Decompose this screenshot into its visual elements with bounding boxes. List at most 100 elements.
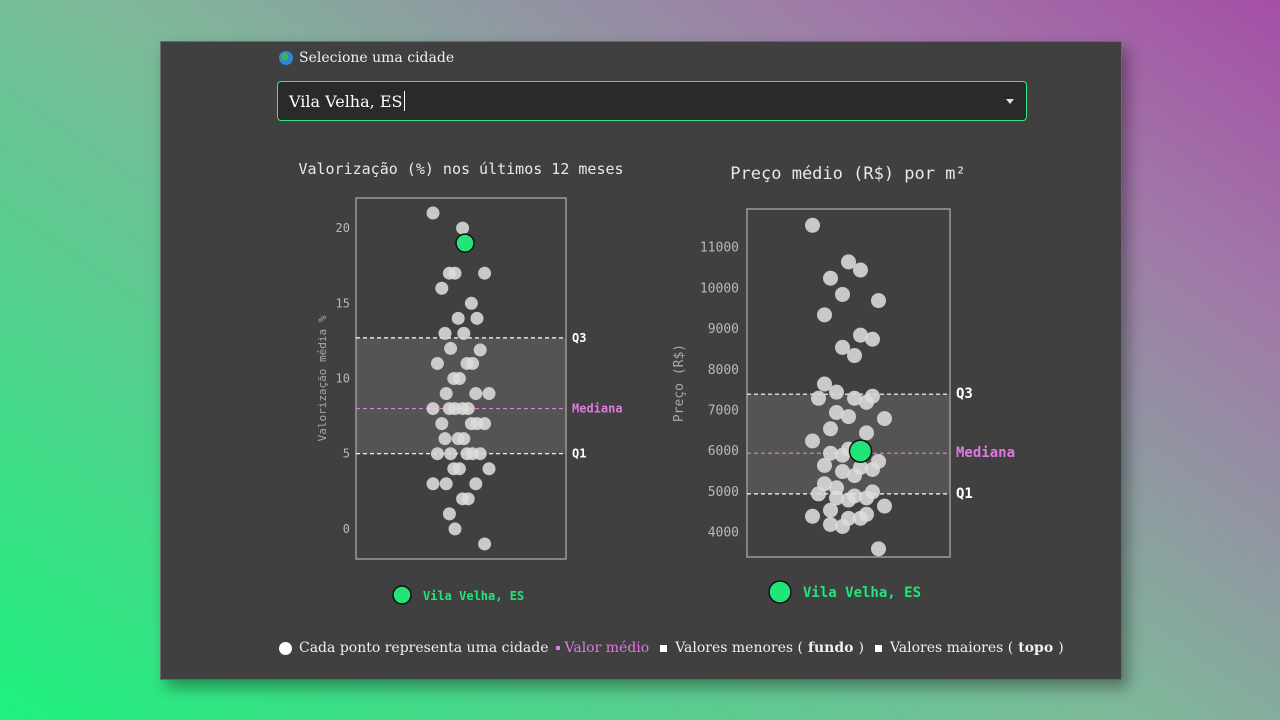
lower-legend-icon <box>660 644 668 652</box>
data-point <box>426 402 440 416</box>
data-point <box>847 468 862 484</box>
city-select[interactable]: Vila Velha, ES <box>277 81 1027 121</box>
data-point <box>451 311 465 325</box>
highlight-legend-marker <box>768 580 792 604</box>
data-point <box>835 464 850 480</box>
dashboard-panel: Selecione uma cidade Vila Velha, ES Valo… <box>160 41 1122 680</box>
globe-icon <box>279 51 293 65</box>
data-point <box>835 286 850 302</box>
legend: Cada ponto representa uma cidade Valor m… <box>279 637 1064 659</box>
data-point <box>470 311 484 325</box>
data-point <box>823 516 838 532</box>
data-point <box>841 409 856 425</box>
data-point <box>859 394 874 410</box>
data-point <box>859 490 874 506</box>
data-point <box>835 339 850 355</box>
data-point <box>435 281 449 295</box>
data-point <box>482 387 496 401</box>
data-point <box>823 445 838 461</box>
data-point <box>859 425 874 441</box>
legend-upper-close: ) <box>1058 640 1064 656</box>
chart-title: Valorização (%) nos últimos 12 meses <box>298 160 623 178</box>
y-tick-label: 0 <box>343 522 350 536</box>
data-point <box>469 387 483 401</box>
data-point <box>430 356 444 370</box>
data-point <box>853 327 868 343</box>
y-tick-label: 5 <box>343 447 350 461</box>
data-point <box>456 221 470 235</box>
data-point <box>448 522 462 536</box>
q1-label: Q1 <box>956 486 973 502</box>
data-point <box>452 372 466 385</box>
y-tick-label: 7000 <box>708 403 739 418</box>
data-point <box>444 341 458 355</box>
data-point <box>435 417 449 431</box>
data-point <box>835 447 850 463</box>
chart-valorizacao: Valorização (%) nos últimos 12 meses 0 5 10… <box>298 160 624 605</box>
data-point <box>817 457 832 473</box>
y-tick-label: 8000 <box>708 363 739 378</box>
chart-preco-m2: Preço médio (R$) por m² 4000 5000 6000 7000 8… <box>672 164 1015 604</box>
data-point <box>448 402 462 416</box>
data-point <box>817 376 832 392</box>
data-point <box>444 447 458 461</box>
plot-frame <box>746 208 951 558</box>
data-point <box>470 417 484 431</box>
data-point <box>457 326 471 340</box>
q3-label: Q3 <box>572 331 586 345</box>
highlight-point <box>848 439 873 463</box>
data-point <box>841 254 856 270</box>
upper-legend-icon <box>874 644 882 652</box>
legend-lower-bold: fundo <box>807 640 854 656</box>
data-point <box>452 462 466 476</box>
data-point <box>853 262 868 278</box>
data-point <box>805 217 820 233</box>
legend-upper-bold: topo <box>1018 640 1054 656</box>
data-point <box>457 432 471 446</box>
data-point <box>841 492 856 508</box>
data-point <box>865 331 880 347</box>
data-point <box>805 508 820 524</box>
data-point <box>438 432 452 446</box>
highlight-point <box>455 233 475 253</box>
data-point <box>805 433 820 449</box>
y-tick-label: 11000 <box>700 241 739 256</box>
data-point <box>469 477 483 491</box>
data-point <box>829 384 844 400</box>
data-point <box>439 477 453 491</box>
data-point <box>871 541 886 557</box>
data-point <box>466 447 480 461</box>
point-legend-icon <box>279 641 292 655</box>
data-point <box>426 206 440 220</box>
q3-label: Q3 <box>956 386 973 402</box>
data-point <box>847 390 862 406</box>
chart-title: Preço médio (R$) por m² <box>730 164 965 184</box>
highlight-legend-label: Vila Velha, ES <box>423 589 524 603</box>
data-point <box>829 490 844 506</box>
data-point <box>478 537 492 551</box>
legend-mean-text: Valor médio <box>564 640 650 656</box>
legend-upper-text: Valores maiores ( <box>889 640 1014 656</box>
city-select-value: Vila Velha, ES <box>289 91 403 111</box>
text-cursor <box>404 91 406 111</box>
data-point <box>871 293 886 309</box>
data-point <box>478 266 492 280</box>
data-point <box>811 486 826 502</box>
data-point <box>865 461 880 477</box>
data-point <box>466 356 480 370</box>
chevron-down-icon[interactable] <box>1006 99 1014 104</box>
y-tick-label: 10 <box>336 372 350 386</box>
legend-points-text: Cada ponto representa uma cidade <box>299 640 549 656</box>
data-point <box>847 348 862 364</box>
data-point <box>877 411 892 427</box>
data-point <box>811 390 826 406</box>
data-point <box>442 507 456 521</box>
median-label: Mediana <box>572 402 623 416</box>
highlight-legend-marker <box>392 585 412 605</box>
data-point <box>448 266 462 280</box>
data-point <box>426 477 440 491</box>
y-tick-label: 6000 <box>708 444 739 459</box>
y-axis-label: Preço (R$) <box>672 344 687 422</box>
data-point <box>877 498 892 514</box>
highlight-legend-label: Vila Velha, ES <box>803 585 921 601</box>
